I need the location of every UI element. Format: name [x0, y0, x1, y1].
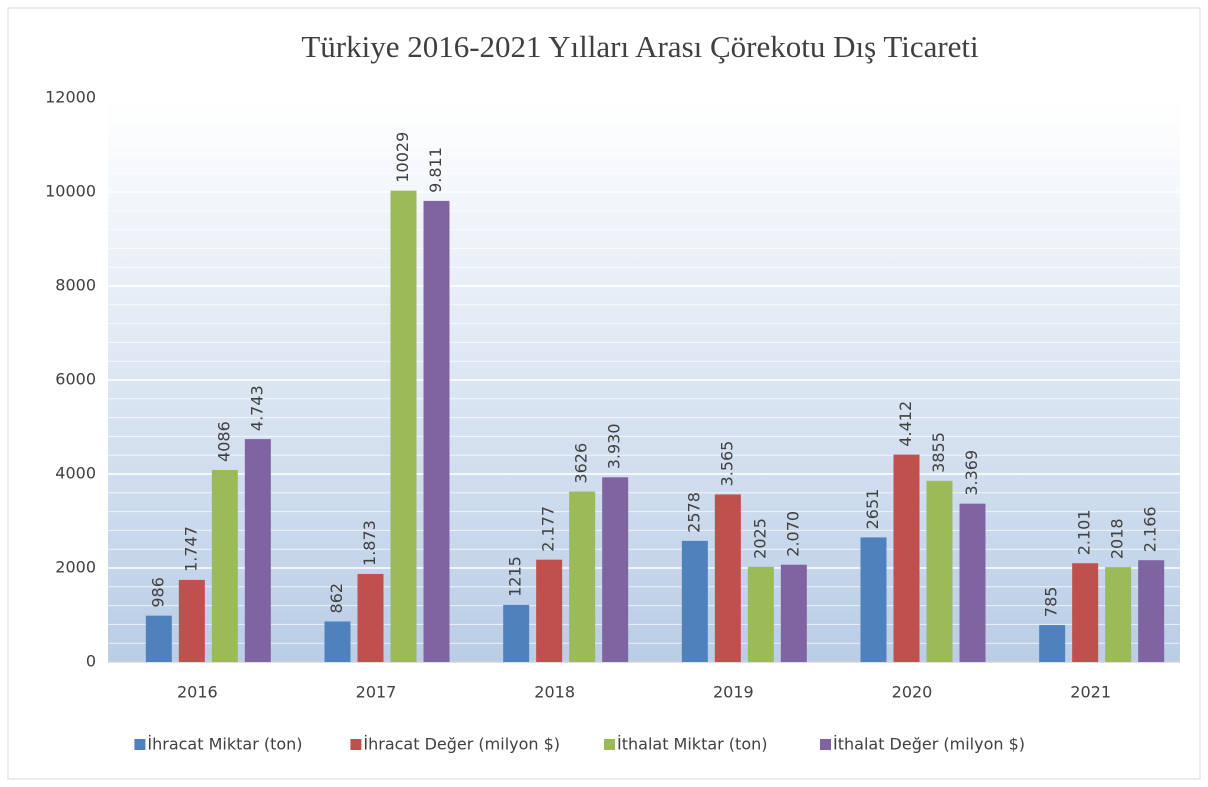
- legend-label: İthalat Miktar (ton): [617, 735, 768, 754]
- bar: [959, 503, 986, 662]
- bar: [145, 615, 172, 662]
- bar: [503, 604, 530, 662]
- bar: [324, 621, 351, 662]
- data-label: 1.747: [181, 526, 200, 572]
- data-label: 785: [1042, 587, 1061, 618]
- data-label: 3626: [572, 443, 591, 484]
- y-tick-label: 8000: [55, 276, 96, 295]
- data-label: 3.565: [717, 441, 736, 487]
- x-tick-label: 2019: [713, 683, 754, 702]
- data-label: 3.369: [962, 450, 981, 496]
- data-label: 3.930: [605, 423, 624, 469]
- data-label: 4.743: [247, 385, 266, 431]
- bar: [211, 469, 238, 662]
- data-label: 2.101: [1075, 509, 1094, 555]
- legend-label: İthalat Değer (milyon $): [833, 735, 1025, 754]
- legend-swatch: [134, 739, 146, 750]
- bar: [926, 480, 953, 662]
- data-label: 1215: [506, 556, 525, 597]
- bar: [780, 564, 807, 662]
- data-label: 1.873: [360, 520, 379, 566]
- bar: [536, 559, 563, 662]
- bar: [747, 566, 774, 662]
- y-tick-label: 10000: [45, 182, 96, 201]
- x-tick-label: 2016: [177, 683, 218, 702]
- bar: [390, 190, 417, 662]
- bar: [569, 491, 596, 662]
- bar: [423, 200, 450, 662]
- bar: [860, 537, 887, 662]
- legend-swatch: [350, 739, 362, 750]
- bar: [178, 579, 205, 662]
- bar: [1072, 563, 1099, 662]
- data-label: 2578: [684, 492, 703, 533]
- bar: [602, 477, 629, 662]
- y-tick-label: 4000: [55, 464, 96, 483]
- y-tick-label: 0: [86, 652, 96, 671]
- x-tick-label: 2018: [534, 683, 575, 702]
- data-label: 986: [148, 577, 167, 608]
- data-label: 3855: [929, 432, 948, 473]
- y-tick-label: 2000: [55, 558, 96, 577]
- legend-label: İhracat Değer (milyon $): [363, 735, 560, 754]
- bar: [893, 454, 920, 662]
- bar: [357, 573, 384, 662]
- bar: [681, 540, 708, 662]
- bar: [1039, 625, 1066, 662]
- legend-swatch: [604, 739, 615, 750]
- data-label: 4.412: [896, 401, 915, 447]
- data-label: 2025: [750, 518, 769, 559]
- bar: [1138, 560, 1165, 662]
- chart-title: Türkiye 2016-2021 Yılları Arası Çörekotu…: [301, 29, 979, 64]
- x-tick-label: 2020: [892, 683, 933, 702]
- data-label: 2651: [863, 489, 882, 530]
- legend-label: İhracat Miktar (ton): [147, 735, 302, 754]
- data-label: 862: [327, 583, 346, 614]
- data-label: 2.166: [1141, 506, 1160, 552]
- bar: [1105, 567, 1132, 662]
- data-label: 9.811: [426, 147, 445, 193]
- y-tick-label: 12000: [45, 88, 96, 107]
- data-label: 2018: [1108, 518, 1127, 559]
- data-label: 4086: [214, 421, 233, 462]
- bar: [714, 494, 741, 662]
- x-tick-label: 2017: [356, 683, 397, 702]
- bar: [244, 439, 271, 662]
- y-tick-label: 6000: [55, 370, 96, 389]
- data-label: 10029: [393, 132, 412, 183]
- data-label: 2.070: [783, 511, 802, 557]
- legend-swatch: [820, 739, 831, 750]
- x-tick-label: 2021: [1070, 683, 1111, 702]
- data-label: 2.177: [539, 506, 558, 552]
